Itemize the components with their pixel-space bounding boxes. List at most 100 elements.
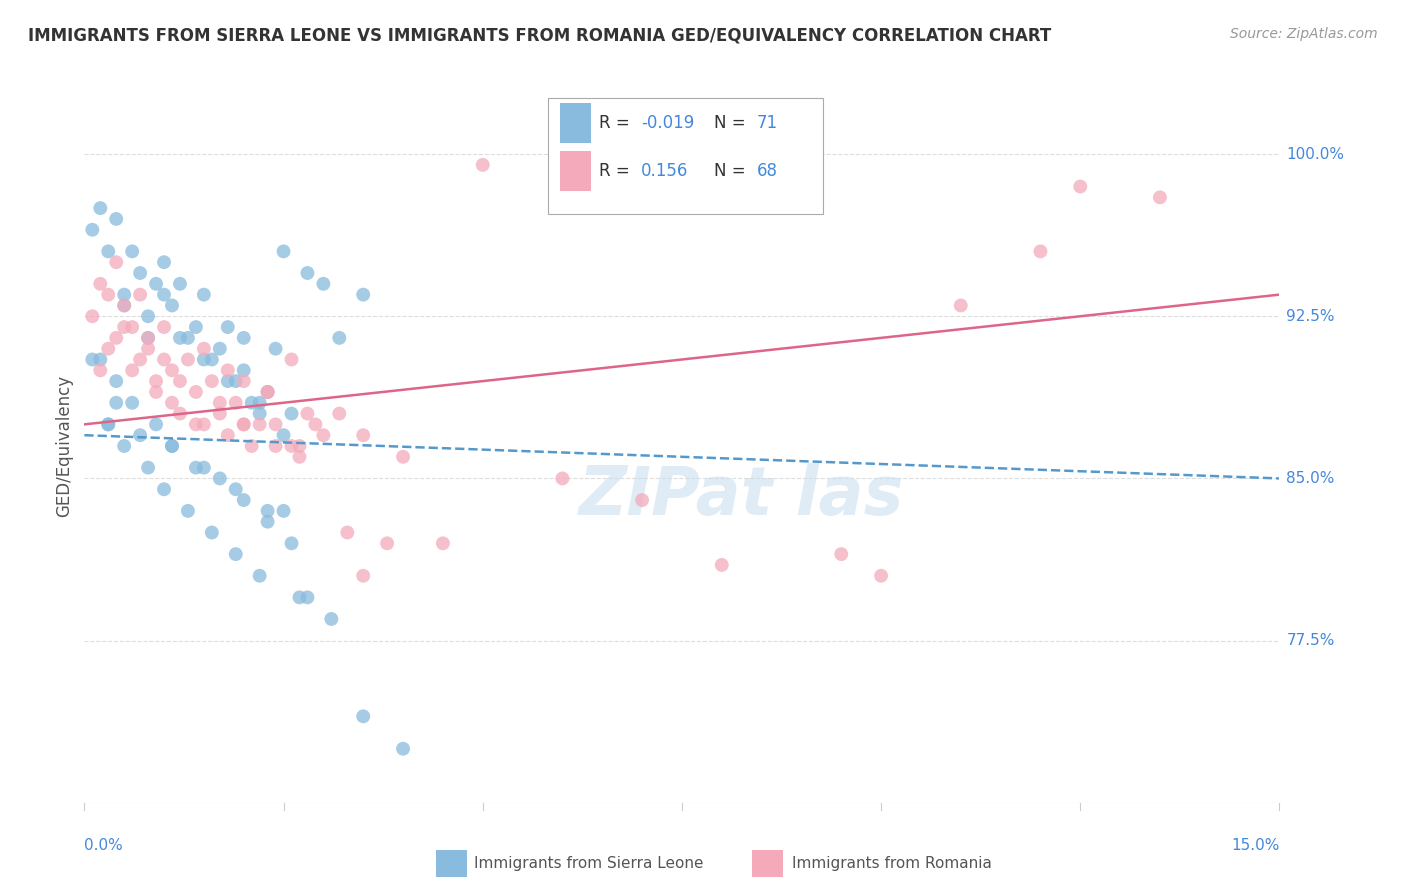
Text: 100.0%: 100.0% [1286, 146, 1344, 161]
Point [160, 396, 183, 410]
Point [870, 568, 893, 582]
Point [129, 352, 152, 367]
Point [1069, 179, 1091, 194]
Point [184, 460, 207, 475]
Point [321, 612, 343, 626]
Point [249, 407, 271, 421]
Point [273, 244, 295, 259]
Point [225, 482, 247, 496]
Point [121, 363, 143, 377]
Point [352, 287, 374, 301]
Point [710, 558, 733, 572]
Point [232, 417, 254, 432]
Point [169, 407, 191, 421]
Point [232, 363, 254, 377]
Point [193, 417, 215, 432]
Point [121, 320, 143, 334]
Text: 68: 68 [756, 162, 778, 180]
Point [297, 591, 319, 605]
Point [240, 396, 263, 410]
Point [256, 384, 278, 399]
Point [312, 428, 335, 442]
Point [201, 525, 224, 540]
Point [336, 525, 359, 540]
Text: Immigrants from Sierra Leone: Immigrants from Sierra Leone [474, 856, 703, 871]
Point [328, 407, 350, 421]
Point [153, 287, 176, 301]
Point [208, 342, 231, 356]
Point [112, 320, 135, 334]
Text: R =: R = [599, 114, 636, 132]
Point [136, 460, 159, 475]
Point [82, 310, 104, 324]
Point [256, 384, 278, 399]
Point [129, 287, 152, 301]
Point [751, 179, 773, 194]
Point [249, 396, 271, 410]
Point [136, 310, 159, 324]
Point [82, 352, 104, 367]
Point [169, 277, 191, 291]
Point [280, 407, 302, 421]
Point [256, 384, 278, 399]
Point [145, 374, 167, 388]
Point [201, 374, 224, 388]
Y-axis label: GED/Equivalency: GED/Equivalency [55, 375, 73, 517]
Point [288, 439, 311, 453]
Point [89, 201, 111, 215]
Point [97, 244, 120, 259]
Point [297, 266, 319, 280]
Point [112, 298, 135, 312]
Text: 85.0%: 85.0% [1286, 471, 1334, 486]
Point [830, 547, 852, 561]
Point [169, 374, 191, 388]
Point [112, 287, 135, 301]
Point [153, 320, 176, 334]
Point [193, 460, 215, 475]
Point [240, 439, 263, 453]
Point [121, 396, 143, 410]
Point [97, 417, 120, 432]
Point [264, 439, 287, 453]
Point [136, 342, 159, 356]
Point [256, 515, 278, 529]
Point [208, 471, 231, 485]
Point [232, 493, 254, 508]
Text: Source: ZipAtlas.com: Source: ZipAtlas.com [1230, 27, 1378, 41]
Point [169, 331, 191, 345]
Point [89, 363, 111, 377]
Point [105, 255, 128, 269]
Point [129, 428, 152, 442]
Point [217, 320, 239, 334]
Point [105, 396, 128, 410]
Text: -0.019: -0.019 [641, 114, 695, 132]
Point [184, 384, 207, 399]
Point [264, 417, 287, 432]
Point [177, 331, 200, 345]
Point [288, 591, 311, 605]
Point [145, 277, 167, 291]
Point [97, 417, 120, 432]
Point [217, 428, 239, 442]
Point [225, 547, 247, 561]
Point [136, 331, 159, 345]
Point [112, 298, 135, 312]
Point [89, 277, 111, 291]
Point [97, 287, 120, 301]
Point [280, 439, 302, 453]
Point [249, 417, 271, 432]
Point [105, 374, 128, 388]
Point [177, 352, 200, 367]
Text: 15.0%: 15.0% [1232, 838, 1279, 854]
Text: 71: 71 [756, 114, 778, 132]
Point [249, 568, 271, 582]
Text: 0.156: 0.156 [641, 162, 689, 180]
Point [328, 331, 350, 345]
Point [193, 342, 215, 356]
Point [304, 417, 326, 432]
Point [471, 158, 494, 172]
Point [208, 407, 231, 421]
Text: IMMIGRANTS FROM SIERRA LEONE VS IMMIGRANTS FROM ROMANIA GED/EQUIVALENCY CORRELAT: IMMIGRANTS FROM SIERRA LEONE VS IMMIGRAN… [28, 27, 1052, 45]
Point [256, 504, 278, 518]
Point [105, 211, 128, 226]
